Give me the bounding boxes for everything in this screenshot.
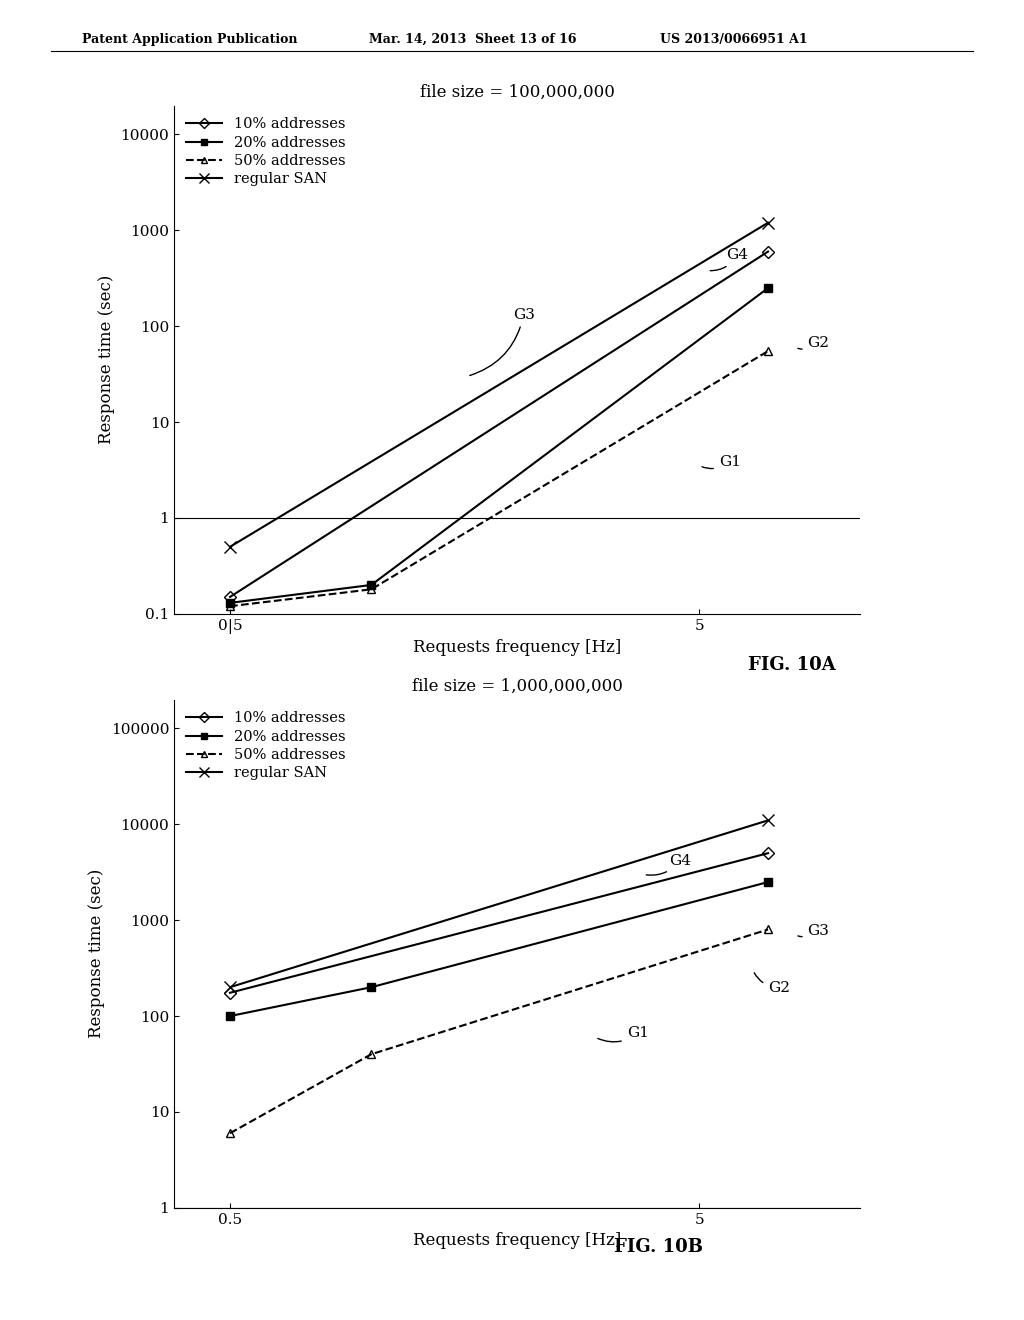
10% addresses <box>224 985 237 1001</box>
Text: G3: G3 <box>470 308 535 375</box>
Legend: 10% addresses, 20% addresses, 50% addresses, regular SAN: 10% addresses, 20% addresses, 50% addres… <box>181 114 350 191</box>
Line: regular SAN: regular SAN <box>224 814 773 993</box>
Text: FIG. 10B: FIG. 10B <box>614 1238 703 1257</box>
10% addresses <box>762 845 774 861</box>
Text: US 2013/0066951 A1: US 2013/0066951 A1 <box>660 33 808 46</box>
Y-axis label: Response time (sec): Response time (sec) <box>88 869 105 1039</box>
X-axis label: Requests frequency [Hz]: Requests frequency [Hz] <box>413 1232 622 1249</box>
20% addresses <box>224 1008 237 1024</box>
Text: G1: G1 <box>598 1027 649 1041</box>
50% addresses <box>762 343 774 359</box>
Text: G4: G4 <box>646 854 690 875</box>
X-axis label: Requests frequency [Hz]: Requests frequency [Hz] <box>413 639 622 656</box>
Text: Mar. 14, 2013  Sheet 13 of 16: Mar. 14, 2013 Sheet 13 of 16 <box>369 33 577 46</box>
regular SAN <box>224 979 237 995</box>
10% addresses <box>762 244 774 260</box>
regular SAN <box>224 539 237 554</box>
20% addresses <box>224 595 237 611</box>
10% addresses <box>224 589 237 605</box>
Text: G2: G2 <box>755 973 791 994</box>
Text: FIG. 10A: FIG. 10A <box>748 656 836 675</box>
Line: 50% addresses: 50% addresses <box>226 925 772 1138</box>
50% addresses <box>366 581 378 597</box>
Line: 50% addresses: 50% addresses <box>226 347 772 610</box>
Line: 10% addresses: 10% addresses <box>226 247 772 601</box>
Text: G4: G4 <box>711 248 749 271</box>
20% addresses <box>762 280 774 296</box>
regular SAN <box>762 215 774 231</box>
Title: file size = 100,000,000: file size = 100,000,000 <box>420 84 614 102</box>
20% addresses <box>762 874 774 890</box>
50% addresses <box>762 921 774 937</box>
Line: regular SAN: regular SAN <box>224 218 773 552</box>
Text: G3: G3 <box>798 924 829 939</box>
20% addresses <box>366 577 378 593</box>
Legend: 10% addresses, 20% addresses, 50% addresses, regular SAN: 10% addresses, 20% addresses, 50% addres… <box>181 708 350 785</box>
50% addresses <box>366 1047 378 1063</box>
Text: G1: G1 <box>702 455 740 469</box>
Text: G2: G2 <box>798 337 829 351</box>
regular SAN <box>762 812 774 828</box>
Text: Patent Application Publication: Patent Application Publication <box>82 33 297 46</box>
Line: 20% addresses: 20% addresses <box>226 284 772 607</box>
Line: 20% addresses: 20% addresses <box>226 878 772 1020</box>
50% addresses <box>224 1125 237 1140</box>
50% addresses <box>224 598 237 614</box>
Y-axis label: Response time (sec): Response time (sec) <box>98 275 115 445</box>
20% addresses <box>366 979 378 995</box>
Title: file size = 1,000,000,000: file size = 1,000,000,000 <box>412 678 623 696</box>
Line: 10% addresses: 10% addresses <box>226 849 772 997</box>
